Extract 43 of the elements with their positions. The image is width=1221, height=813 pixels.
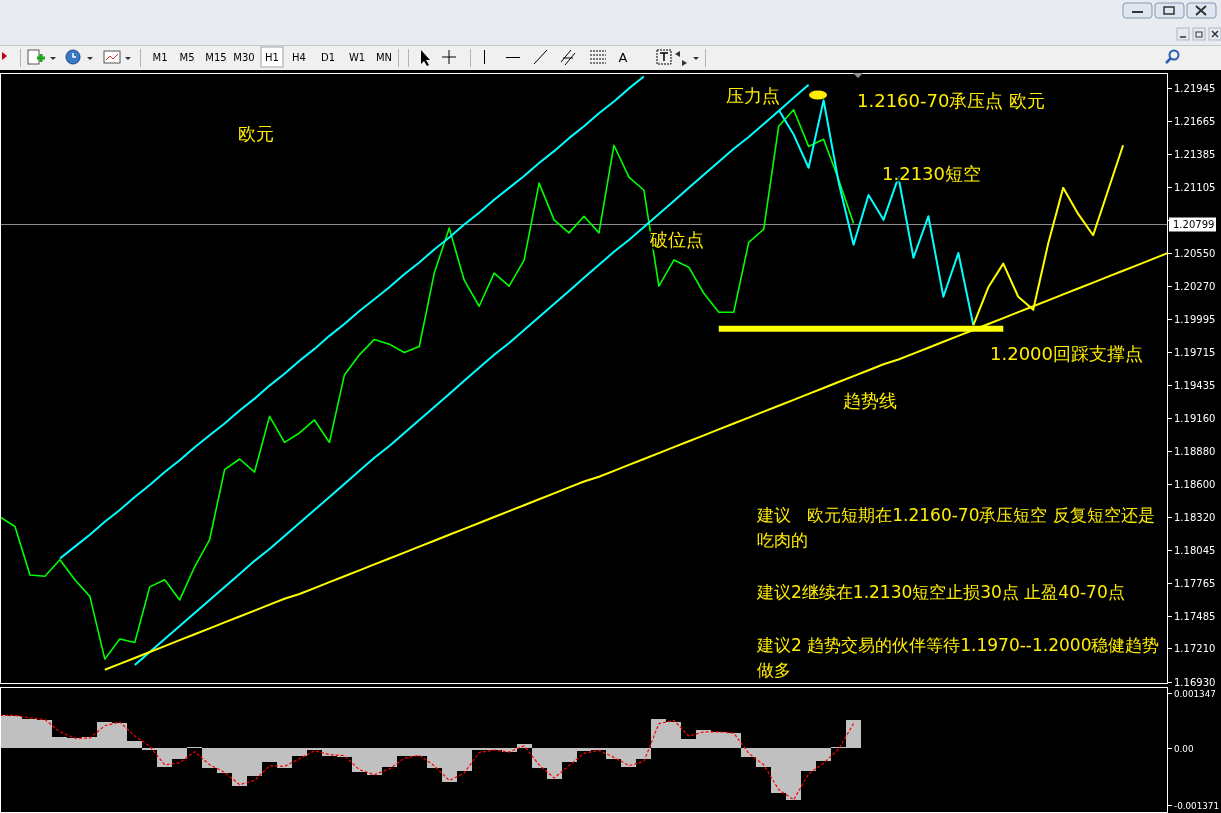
y-tick-label: 1.19435 bbox=[1174, 380, 1216, 391]
y-tick-label: 1.21665 bbox=[1174, 116, 1216, 127]
y-tick-label: -0.001371 bbox=[1174, 800, 1219, 811]
y-tick-label: 1.18320 bbox=[1174, 512, 1216, 523]
y-tick-label: 1.19995 bbox=[1174, 314, 1216, 325]
toolbar-button-label: M30 bbox=[233, 51, 255, 63]
y-tick-label: 0.001347 bbox=[1174, 688, 1216, 699]
toolbar-button-label: M15 bbox=[205, 51, 227, 63]
y-tick-label: 1.18600 bbox=[1174, 479, 1216, 490]
annotation: 吃肉的 bbox=[757, 530, 808, 550]
toolbar-button-label: D1 bbox=[320, 51, 336, 63]
toolbar-button-label: W1 bbox=[348, 51, 366, 63]
y-tick-label: 0.00 bbox=[1174, 743, 1194, 754]
toolbar-button-label: A bbox=[618, 49, 628, 65]
y-tick-label: 1.18880 bbox=[1174, 446, 1216, 457]
y-tick-label: 1.19715 bbox=[1174, 347, 1216, 358]
toolbar-button-label: H1 bbox=[265, 51, 279, 63]
y-tick-label: 1.18045 bbox=[1174, 545, 1216, 556]
toolbar-button-label: MN bbox=[375, 51, 393, 63]
annotation: 1.2130短空 bbox=[882, 162, 981, 184]
toolbar-button-label: M5 bbox=[179, 51, 195, 63]
annotation: 建议2 趋势交易的伙伴等待1.1970--1.2000稳健趋势 bbox=[757, 635, 1160, 655]
annotation: 建议 欧元短期在1.2160-70承压短空 反复短空还是 bbox=[757, 505, 1155, 525]
annotation: 建议2继续在1.2130短空止损30点 止盈40-70点 bbox=[757, 582, 1125, 602]
y-tick-label: 1.20270 bbox=[1174, 281, 1216, 292]
y-tick-label: 1.21945 bbox=[1174, 83, 1216, 94]
y-tick-label: 1.19160 bbox=[1174, 413, 1216, 424]
annotation: 1.2000回踩支撑点 bbox=[990, 342, 1143, 364]
y-tick-label: 1.21105 bbox=[1174, 182, 1216, 193]
y-tick-label: 1.17485 bbox=[1174, 611, 1216, 622]
annotation: 压力点 bbox=[726, 84, 780, 106]
ref-line-label: 1.20799 bbox=[1173, 219, 1215, 230]
y-tick-label: 1.17210 bbox=[1174, 643, 1216, 654]
annotation: 趋势线 bbox=[843, 389, 897, 411]
annotation: 做多 bbox=[757, 660, 791, 680]
y-tick-label: 1.17765 bbox=[1174, 578, 1216, 589]
annotation: 欧元 bbox=[238, 122, 274, 144]
annotation: 1.2160-70承压点 欧元 bbox=[857, 89, 1046, 111]
y-tick-label: 1.16930 bbox=[1174, 677, 1216, 688]
y-tick-label: 1.20550 bbox=[1174, 248, 1216, 259]
toolbar-button-label: H4 bbox=[292, 51, 306, 63]
y-tick-label: 1.21385 bbox=[1174, 149, 1216, 160]
toolbar-button-label: M1 bbox=[152, 51, 168, 63]
